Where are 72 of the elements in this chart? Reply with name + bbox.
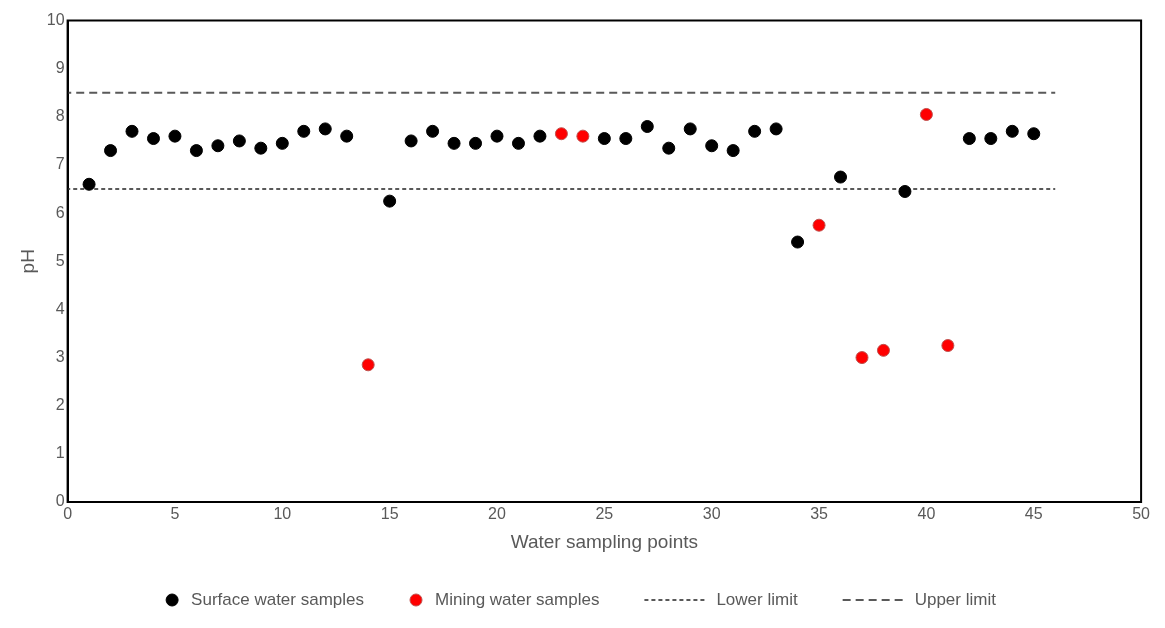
y-tick-label: 6 <box>55 203 65 221</box>
point <box>919 107 933 121</box>
y-tick-label: 8 <box>55 107 65 125</box>
y-tick-label: 0 <box>55 492 65 510</box>
x-tick-label: 50 <box>1132 505 1151 523</box>
point <box>318 122 332 136</box>
point <box>404 134 418 148</box>
point <box>297 124 311 138</box>
point <box>1005 124 1019 138</box>
point <box>748 124 762 138</box>
x-tick-label: 5 <box>170 505 180 523</box>
point <box>554 127 568 141</box>
y-axis-title: pH <box>16 249 38 274</box>
point <box>168 129 182 143</box>
point <box>876 343 890 357</box>
point <box>275 136 289 150</box>
point <box>211 139 225 153</box>
point <box>640 120 654 134</box>
point <box>361 358 375 372</box>
point <box>340 129 354 143</box>
point <box>791 235 805 249</box>
x-tick-label: 35 <box>810 505 829 523</box>
point <box>597 132 611 146</box>
point <box>469 136 483 150</box>
point <box>941 339 955 353</box>
x-axis-title: Water sampling points <box>510 530 698 552</box>
legend-label: Lower limit <box>716 589 798 609</box>
x-tick-label: 40 <box>917 505 936 523</box>
y-tick-label: 1 <box>55 444 65 462</box>
point <box>898 185 912 198</box>
x-tick-label: 15 <box>380 505 399 523</box>
point <box>962 132 976 146</box>
point <box>619 132 633 146</box>
point <box>104 144 118 158</box>
point <box>576 129 590 143</box>
point <box>511 136 525 150</box>
y-tick-label: 5 <box>55 251 65 269</box>
x-tick-label: 25 <box>595 505 614 523</box>
point <box>769 122 783 136</box>
point <box>834 170 848 184</box>
point <box>533 129 547 143</box>
y-tick-label: 4 <box>55 299 65 317</box>
point <box>984 132 998 146</box>
point <box>662 141 676 155</box>
point <box>447 136 461 150</box>
y-tick-label: 3 <box>55 347 65 365</box>
point <box>726 144 740 158</box>
point <box>254 141 268 155</box>
x-tick-label: 10 <box>273 505 292 523</box>
point <box>125 124 139 138</box>
point <box>683 122 697 136</box>
point <box>812 218 826 232</box>
point <box>1027 127 1041 141</box>
point <box>490 129 504 143</box>
legend-label: Upper limit <box>914 589 997 609</box>
x-tick-label: 20 <box>488 505 506 523</box>
y-tick-label: 2 <box>55 396 65 414</box>
point <box>426 124 440 138</box>
legend-label: Surface water samples <box>191 589 365 609</box>
point <box>705 139 719 153</box>
point <box>146 132 160 146</box>
y-tick-label: 9 <box>55 59 65 77</box>
y-tick-label: 7 <box>55 155 65 173</box>
point <box>383 194 397 208</box>
x-tick-label: 45 <box>1024 505 1043 523</box>
x-tick-label: 30 <box>702 505 721 523</box>
point <box>189 144 203 158</box>
legend-label: Mining water samples <box>435 589 600 609</box>
point <box>82 177 96 191</box>
point <box>232 134 246 148</box>
y-tick-label: 10 <box>46 11 65 29</box>
point <box>855 351 869 365</box>
